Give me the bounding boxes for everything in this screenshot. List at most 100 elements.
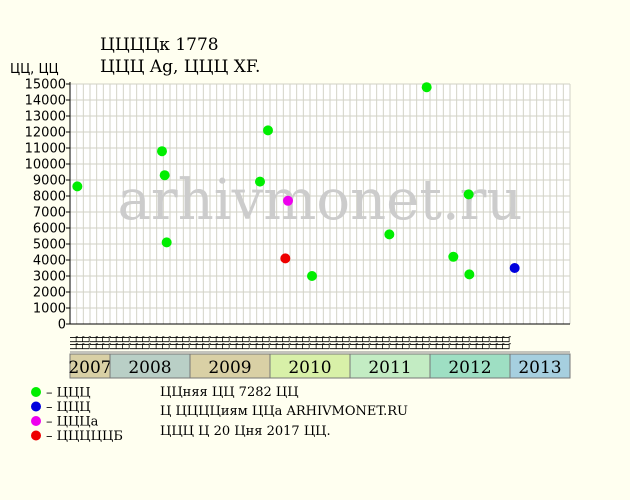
year-label: 2008 bbox=[128, 358, 171, 378]
period-label: ЦЦ bbox=[463, 336, 473, 350]
data-point bbox=[384, 229, 395, 240]
year-label: 2012 bbox=[448, 358, 491, 378]
legend-marker bbox=[31, 430, 41, 441]
period-label: ЦЦ bbox=[109, 336, 119, 350]
period-label: ЦЦ bbox=[396, 336, 406, 350]
y-tick-label: 3000 bbox=[33, 270, 66, 285]
period-label: ЦЦ bbox=[409, 336, 419, 350]
y-tick-label: 0 bbox=[58, 318, 66, 333]
legend: – ЦЦЦ– ЦЦЦ– ЦЦЦа– ЦЦЦЦЦБ bbox=[31, 386, 123, 444]
year-band bbox=[269, 353, 351, 379]
year-bands: 2007 2008 2009 2010 2011 2012 2013 bbox=[68, 353, 571, 379]
y-tick-label: 6000 bbox=[33, 222, 66, 237]
period-label: ЦЦ bbox=[376, 336, 386, 350]
grid-lines bbox=[69, 83, 571, 325]
period-label: ЦЦ bbox=[483, 336, 493, 350]
period-label: ЦЦ bbox=[503, 336, 513, 350]
year-label: 2013 bbox=[518, 358, 561, 378]
period-label: ЦЦ bbox=[369, 336, 379, 350]
y-tick-label: 11000 bbox=[25, 142, 66, 157]
period-label: ЦЦ bbox=[156, 336, 166, 350]
period-label: ЦЦ bbox=[103, 336, 113, 350]
period-label: ЦЦ bbox=[269, 336, 279, 350]
period-label: ЦЦ bbox=[423, 336, 433, 350]
data-points bbox=[72, 82, 520, 281]
period-label: ЦЦ bbox=[476, 336, 486, 350]
period-label: ЦЦ bbox=[143, 336, 153, 350]
data-point bbox=[161, 237, 172, 248]
period-label: ЦЦ bbox=[429, 336, 439, 350]
legend-label: – ЦЦЦ bbox=[46, 400, 91, 415]
period-label: ЦЦ bbox=[136, 336, 146, 350]
period-label: ЦЦ bbox=[223, 336, 233, 350]
period-label: ЦЦ bbox=[436, 336, 446, 350]
period-label: ЦЦ bbox=[83, 336, 93, 350]
period-label: ЦЦ bbox=[343, 336, 353, 350]
legend-marker bbox=[31, 401, 41, 412]
period-label: ЦЦ bbox=[163, 336, 173, 350]
data-point bbox=[448, 251, 459, 262]
data-point bbox=[421, 82, 432, 93]
period-label: ЦЦ bbox=[243, 336, 253, 350]
period-label: ЦЦ bbox=[149, 336, 159, 350]
y-tick-label: 8000 bbox=[33, 190, 66, 205]
period-label: ЦЦ bbox=[129, 336, 139, 350]
y-tick-labels: 0100020003000400050006000700080009000100… bbox=[25, 78, 66, 333]
legend-label: – ЦЦЦа bbox=[46, 415, 99, 430]
legend-label: – ЦЦЦЦЦБ bbox=[46, 429, 123, 444]
plot-area bbox=[70, 84, 570, 324]
y-axis-label: ЦЦ, ЦЦ bbox=[10, 62, 59, 77]
period-label: ЦЦ bbox=[276, 336, 286, 350]
chart-title-line2: ЦЦЦ Ag, ЦЦЦ XF. bbox=[100, 57, 260, 77]
period-label: ЦЦ bbox=[316, 336, 326, 350]
period-label: ЦЦ bbox=[349, 336, 359, 350]
period-label: ЦЦ bbox=[123, 336, 133, 350]
period-label: ЦЦ bbox=[96, 336, 106, 350]
period-label: ЦЦ bbox=[209, 336, 219, 350]
period-label: ЦЦ bbox=[236, 336, 246, 350]
period-label: ЦЦ bbox=[356, 336, 366, 350]
period-label: ЦЦ bbox=[256, 336, 266, 350]
period-label: ЦЦ bbox=[183, 336, 193, 350]
period-label: ЦЦ bbox=[176, 336, 186, 350]
y-tick-label: 15000 bbox=[25, 78, 66, 93]
period-label: ЦЦ bbox=[249, 336, 259, 350]
year-label: 2007 bbox=[68, 358, 111, 378]
y-tick-label: 4000 bbox=[33, 254, 66, 269]
period-label: ЦЦ bbox=[116, 336, 126, 350]
period-label: ЦЦ bbox=[363, 336, 373, 350]
period-label: ЦЦ bbox=[76, 336, 86, 350]
period-label: ЦЦ bbox=[303, 336, 313, 350]
y-tick-label: 7000 bbox=[33, 206, 66, 221]
data-point bbox=[307, 271, 317, 281]
period-label: ЦЦ bbox=[296, 336, 306, 350]
period-label: ЦЦ bbox=[383, 336, 393, 350]
y-tick-label: 5000 bbox=[33, 238, 66, 253]
period-label: ЦЦ bbox=[489, 336, 499, 350]
year-label: 2009 bbox=[208, 358, 251, 378]
period-label: ЦЦ bbox=[443, 336, 453, 350]
period-label: ЦЦ bbox=[416, 336, 426, 350]
period-label: ЦЦ bbox=[203, 336, 213, 350]
period-label: ЦЦ bbox=[216, 336, 226, 350]
period-label: ЦЦ bbox=[309, 336, 319, 350]
y-tick-label: 1000 bbox=[33, 302, 66, 317]
period-labels: ЦЦЦЦЦЦЦЦЦЦЦЦЦЦЦЦЦЦЦЦЦЦЦЦЦЦЦЦЦЦЦЦЦЦЦЦЦЦЦЦ… bbox=[69, 336, 570, 353]
legend-label: – ЦЦЦ bbox=[46, 386, 91, 401]
period-label: ЦЦ bbox=[189, 336, 199, 350]
year-band bbox=[509, 353, 571, 379]
data-point bbox=[463, 189, 474, 200]
data-point bbox=[280, 253, 291, 264]
y-tick-label: 13000 bbox=[25, 110, 66, 125]
y-tick-label: 14000 bbox=[25, 94, 66, 109]
period-label: ЦЦ bbox=[283, 336, 293, 350]
data-point bbox=[255, 176, 265, 187]
axes bbox=[66, 82, 570, 325]
legend-marker bbox=[31, 387, 41, 397]
period-label: ЦЦ bbox=[496, 336, 506, 350]
period-label: ЦЦ bbox=[329, 336, 339, 350]
note-source: Ц ЦЦЦЦиям ЦЦа ARHIVMONET.RU bbox=[160, 404, 408, 419]
period-label: ЦЦ bbox=[389, 336, 399, 350]
period-label: ЦЦ bbox=[229, 336, 239, 350]
chart-title-line1: ЦЦЦЦк 1778 bbox=[100, 35, 219, 55]
